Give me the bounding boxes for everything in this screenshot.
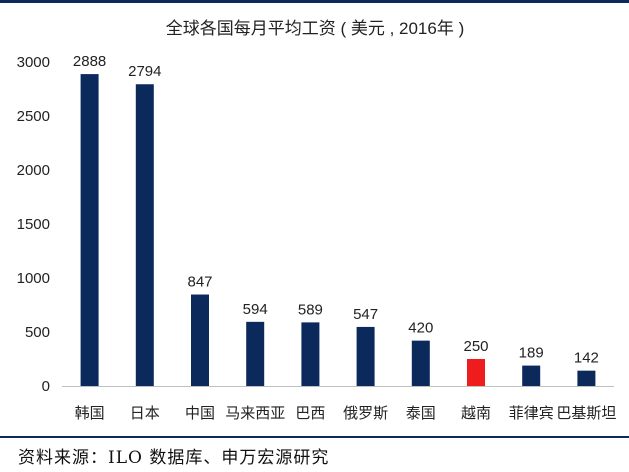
x-tick-label: 韩国 — [75, 405, 105, 422]
x-tick-label: 巴基斯坦 — [556, 405, 616, 422]
x-tick-label: 俄罗斯 — [343, 405, 388, 422]
y-tick-label: 3000 — [17, 54, 50, 71]
x-tick-label: 泰国 — [406, 405, 436, 422]
bar — [467, 359, 485, 386]
data-label: 189 — [519, 345, 544, 362]
bar — [135, 84, 154, 387]
bar — [80, 74, 99, 386]
chart-title: 全球各国每月平均工资 ( 美元 , 2016年 ) — [166, 19, 464, 38]
data-label: 250 — [463, 338, 488, 355]
y-tick-label: 2000 — [17, 162, 50, 179]
y-tick-label: 2500 — [17, 108, 50, 125]
bar — [301, 322, 320, 386]
value-labels: 2888 2794 847 594 589 547 420 250 189 142 — [73, 53, 599, 367]
bar — [356, 326, 375, 386]
y-tick-label: 1500 — [17, 216, 50, 233]
bar — [246, 321, 265, 386]
bottom-rule — [0, 436, 629, 438]
data-label: 847 — [187, 274, 212, 291]
bar — [522, 365, 541, 386]
data-label: 547 — [353, 306, 378, 323]
data-label: 594 — [243, 301, 268, 318]
x-tick-label: 菲律宾 — [509, 405, 554, 422]
y-tick-label: 0 — [42, 378, 50, 395]
y-tick-label: 500 — [25, 324, 50, 341]
y-tick-label: 1000 — [17, 270, 50, 287]
x-tick-label: 巴西 — [295, 405, 325, 422]
data-label: 420 — [408, 320, 433, 337]
data-label: 589 — [298, 301, 323, 318]
x-tick-label: 马来西亚 — [225, 405, 285, 422]
bar-chart: 全球各国每月平均工资 ( 美元 , 2016年 ) 0 500 1000 1500 20… — [17, 19, 617, 422]
bar — [577, 370, 596, 386]
x-tick-label: 中国 — [185, 405, 215, 422]
bar-series — [80, 74, 596, 387]
data-label: 2794 — [128, 63, 161, 80]
x-axis: 韩国 日本 中国 马来西亚 巴西 俄罗斯 泰国 越南 菲律宾 巴基斯坦 — [62, 386, 616, 422]
bar — [191, 294, 209, 386]
x-tick-label: 越南 — [461, 405, 491, 422]
x-tick-label: 日本 — [130, 405, 160, 422]
top-rule — [0, 0, 629, 3]
data-label: 2888 — [73, 53, 106, 70]
source-note: 资料来源：ILO 数据库、申万宏源研究 — [18, 448, 330, 468]
y-axis: 0 500 1000 1500 2000 2500 3000 — [17, 54, 50, 395]
bar — [411, 340, 430, 386]
data-label: 142 — [574, 350, 599, 367]
